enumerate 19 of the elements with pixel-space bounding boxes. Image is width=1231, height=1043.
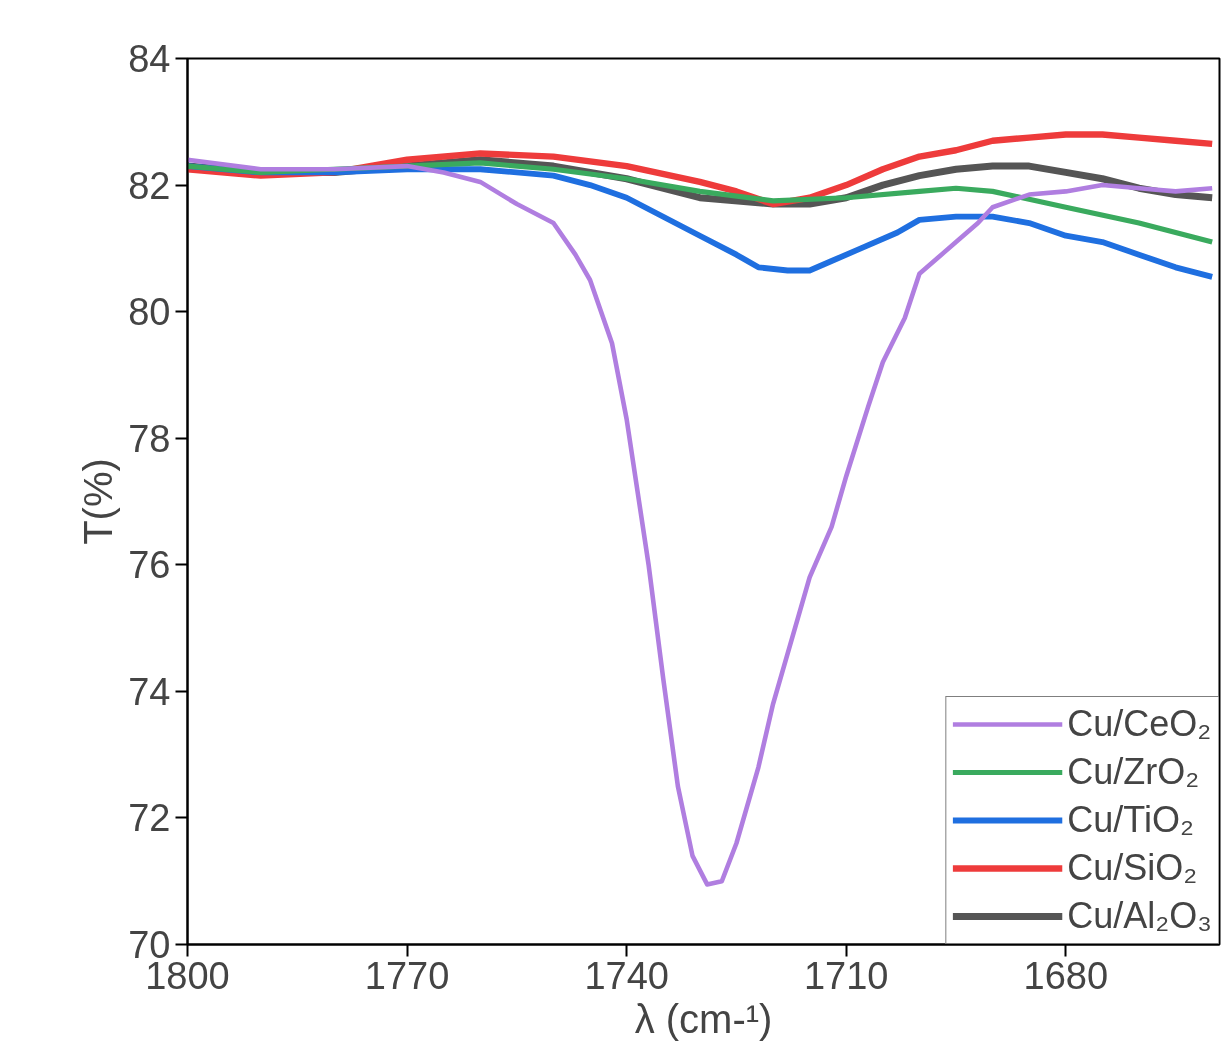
x-tick-label: 1770: [364, 954, 450, 997]
y-tick-label: 76: [128, 544, 171, 587]
legend-label: Cu/ZrO₂: [1067, 751, 1200, 793]
y-tick-label: 78: [128, 417, 171, 460]
y-axis-title: T(%): [76, 458, 121, 545]
y-tick-label: 80: [128, 291, 171, 334]
legend-label: Cu/CeO₂: [1067, 703, 1212, 745]
y-tick-label: 84: [128, 38, 171, 80]
x-tick-label: 1740: [584, 954, 669, 997]
x-tick-label: 1710: [803, 954, 889, 997]
y-tick-label: 82: [128, 164, 171, 207]
y-tick-label: 72: [128, 797, 171, 840]
legend-label: Cu/TiO₂: [1067, 799, 1194, 841]
x-tick-label: 1680: [1023, 954, 1109, 997]
legend-label: Cu/Al₂O₃: [1067, 895, 1212, 937]
x-axis-title: λ (cm-¹): [634, 996, 773, 1041]
y-tick-label: 74: [128, 670, 171, 713]
legend-label: Cu/SiO₂: [1067, 847, 1198, 889]
line-series: [187, 157, 1215, 887]
